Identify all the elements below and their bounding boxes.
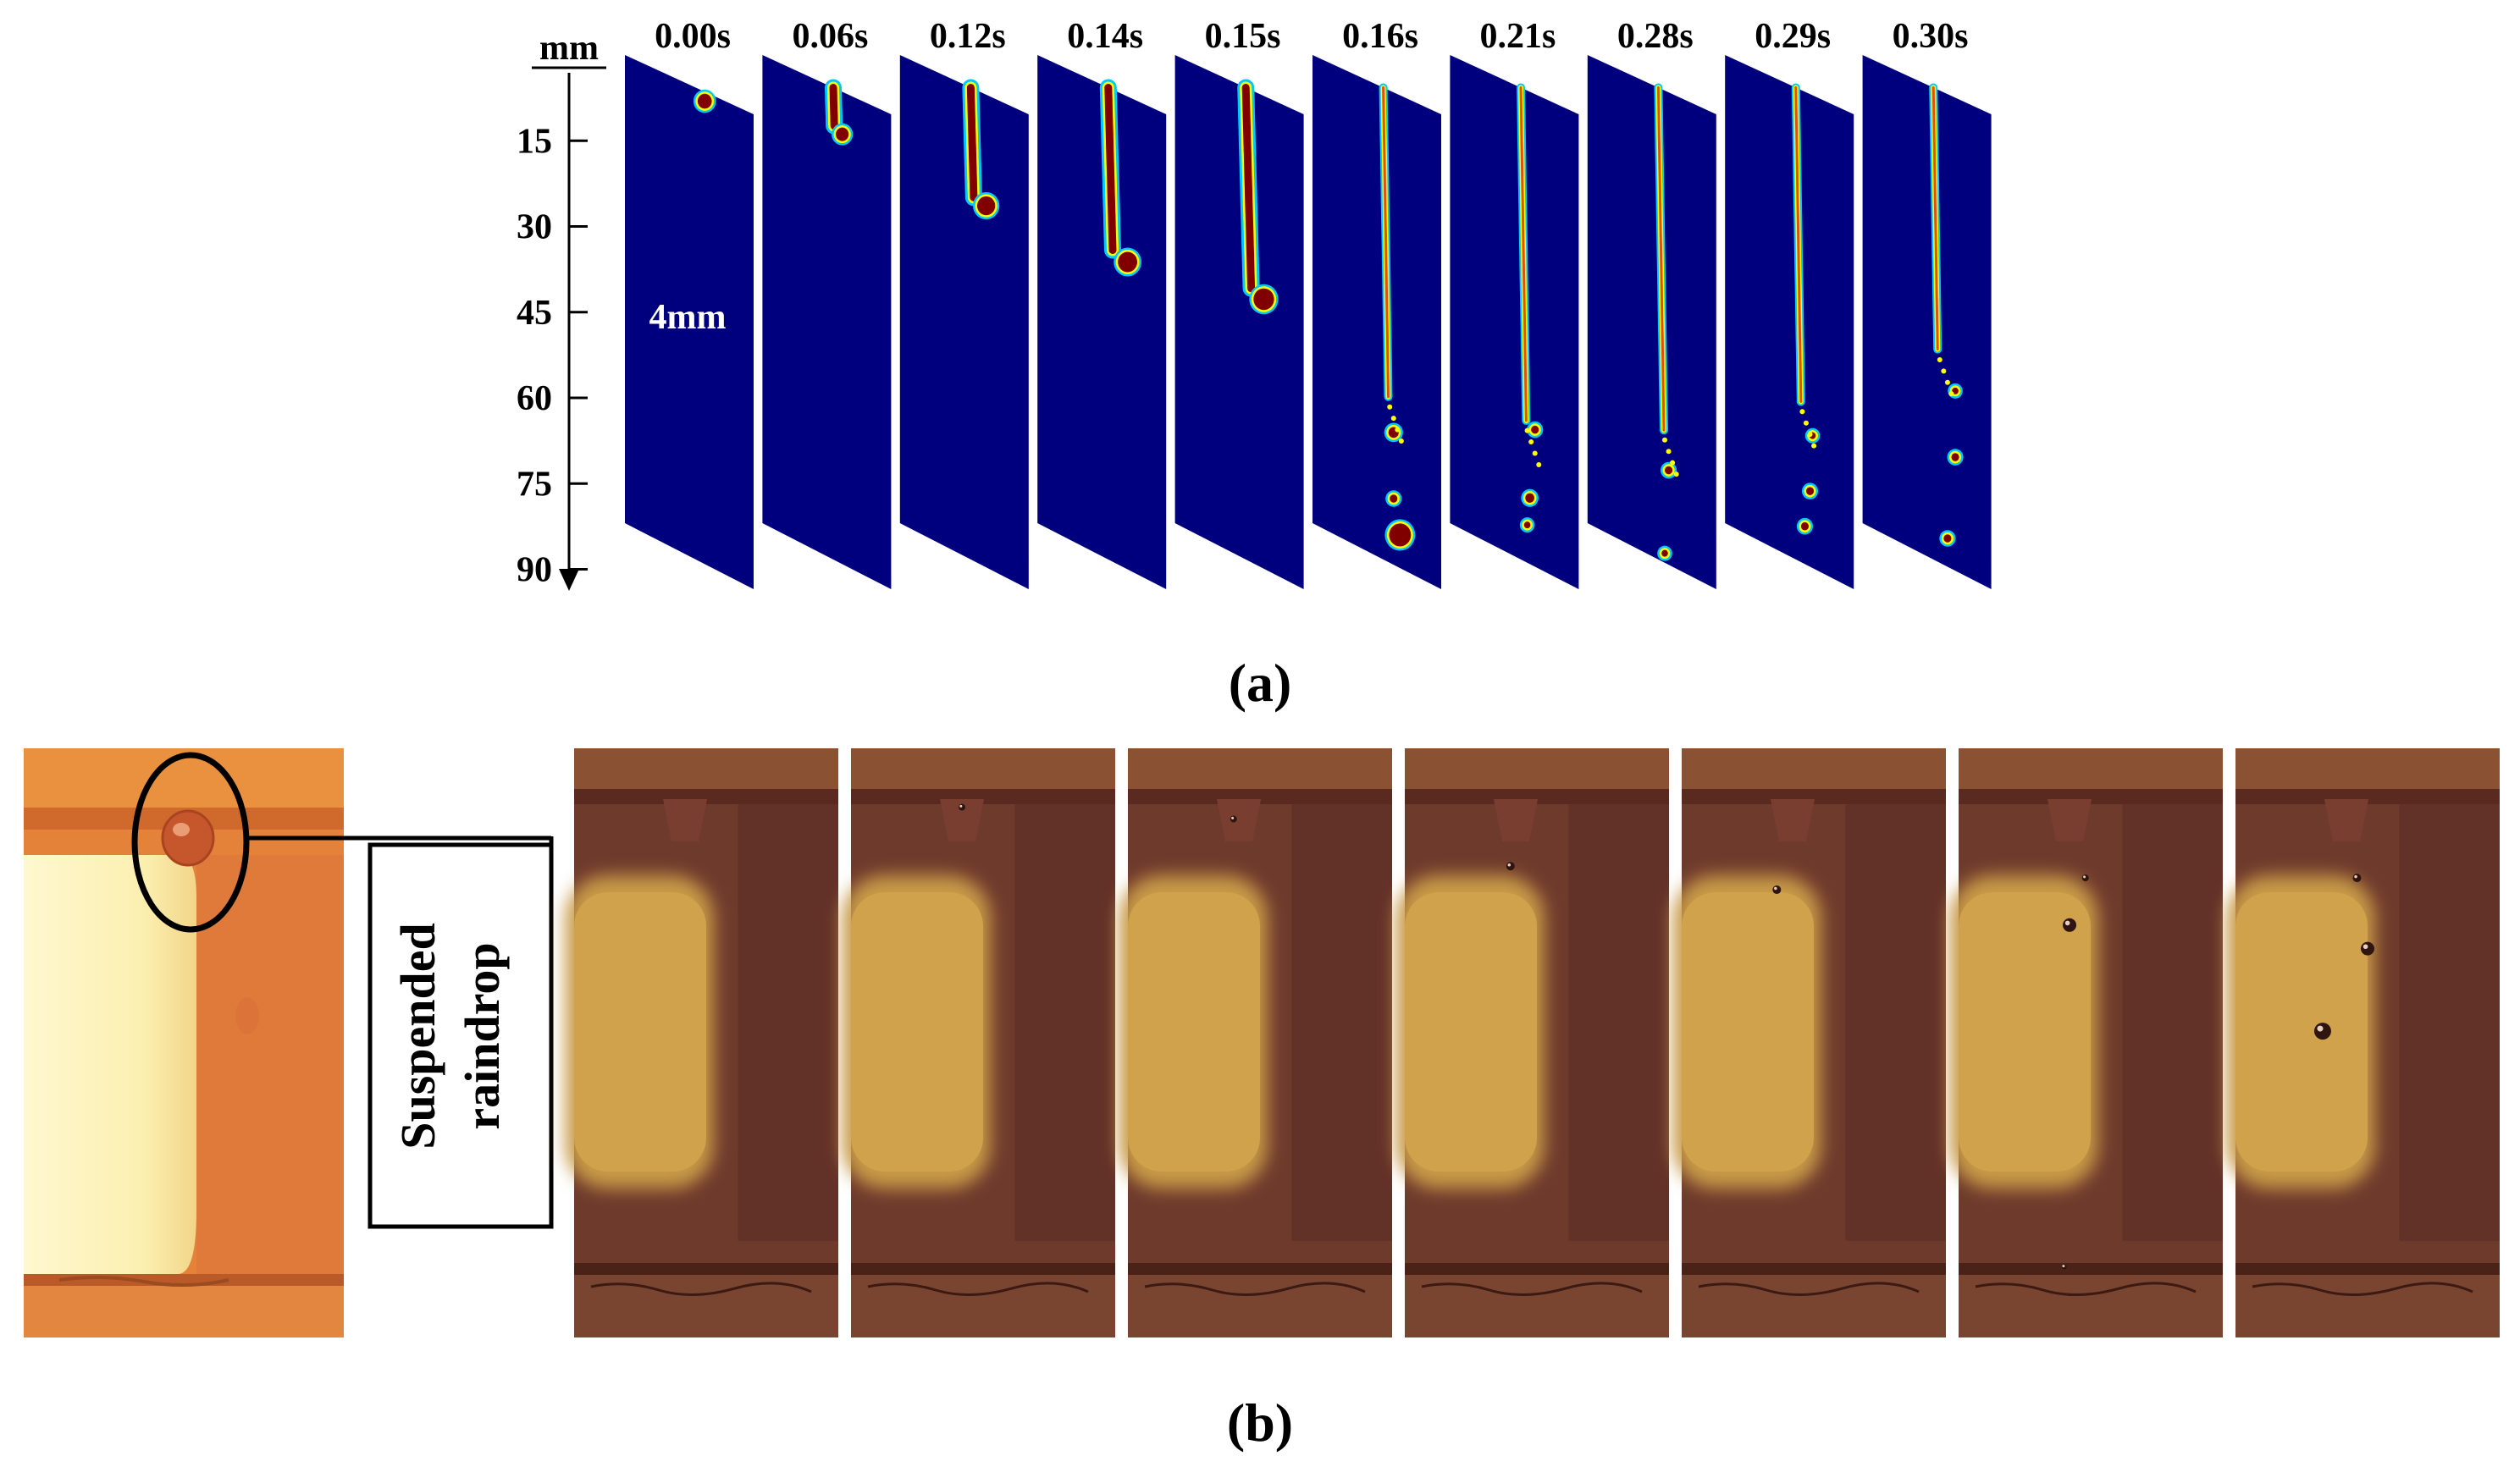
- simulation-frame: [1312, 55, 1441, 589]
- panel-b-caption: (b): [1227, 1393, 1293, 1453]
- simulation-frame: [899, 55, 1029, 589]
- simulation-frame: [1587, 55, 1716, 589]
- simulation-frame: [762, 55, 892, 589]
- panel-note-4mm: 4mm: [649, 298, 727, 337]
- time-label: 0.15s: [1205, 17, 1281, 56]
- panel-a: mm 15 30 45 60 75 90 0.00s 0.06s 0.12s 0.14s 0.15…: [517, 17, 1992, 713]
- axis-tick-label: 45: [517, 294, 552, 333]
- panel-b: Suspended raindrop (b): [24, 748, 2500, 1453]
- time-label: 0.30s: [1893, 17, 1969, 56]
- photo-frame: [1950, 748, 2223, 1337]
- time-label: 0.29s: [1755, 17, 1831, 56]
- simulation-frame: [1037, 55, 1167, 589]
- annotation-text-line1: Suspended: [390, 923, 445, 1150]
- time-label: 0.00s: [655, 17, 731, 56]
- simulation-frame: [625, 55, 754, 589]
- axis-tick-label: 30: [517, 208, 552, 247]
- panel-a-caption: (a): [1229, 653, 1292, 713]
- axis-tick-label: 60: [517, 379, 552, 418]
- time-label: 0.14s: [1067, 17, 1143, 56]
- simulation-frame: [1725, 55, 1854, 589]
- axis-unit-label: mm: [539, 29, 599, 68]
- time-label: 0.28s: [1617, 17, 1694, 56]
- time-label: 0.06s: [792, 17, 868, 56]
- photo-frame: [1119, 748, 1392, 1337]
- photo-frame: [2227, 748, 2500, 1337]
- closeup-photo: [24, 748, 344, 1337]
- axis-tick-label: 15: [517, 122, 552, 161]
- annotation-box: [368, 842, 554, 1229]
- simulation-frame: [1862, 55, 1992, 589]
- axis-tick-label: 75: [517, 465, 552, 504]
- axis-tick-label: 90: [517, 551, 552, 590]
- highlight-circle: [131, 752, 250, 933]
- annotation-text-line2: raindrop: [455, 942, 510, 1129]
- time-label: 0.12s: [930, 17, 1006, 56]
- photo-frame: [1673, 748, 1946, 1337]
- time-label: 0.16s: [1342, 17, 1418, 56]
- photo-frame: [843, 748, 1115, 1337]
- suspended-raindrop: [161, 809, 215, 867]
- depth-axis: mm 15 30 45 60 75 90: [517, 29, 606, 591]
- photo-frame: [566, 748, 838, 1337]
- photo-frame: [1396, 748, 1669, 1337]
- simulation-frame: [1174, 55, 1304, 589]
- axis-arrow-icon: [559, 569, 579, 591]
- simulation-frame: [1450, 55, 1579, 589]
- time-label: 0.21s: [1479, 17, 1556, 56]
